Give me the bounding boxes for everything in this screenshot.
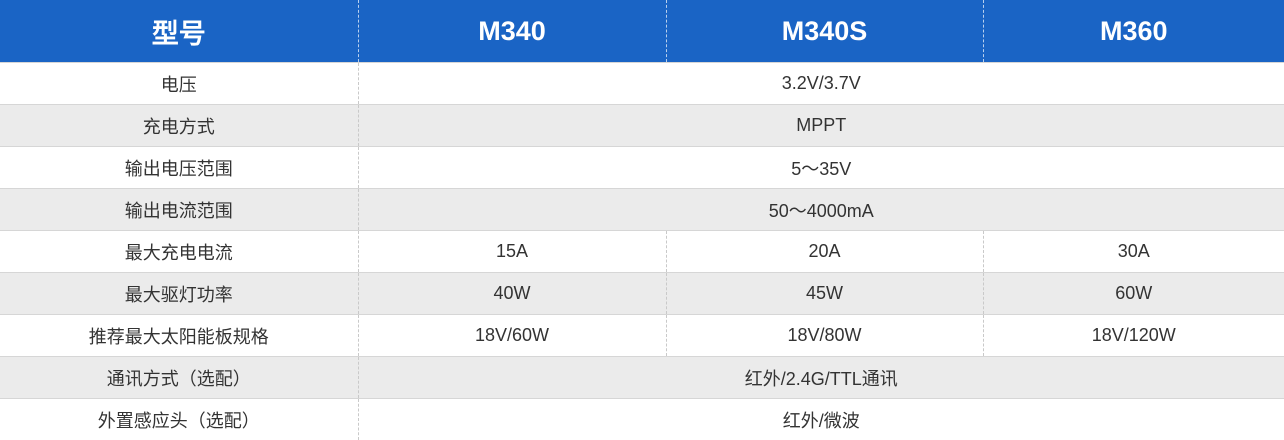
table-row: 输出电流范围 50～4000mA [0, 189, 1284, 231]
row-value-m340: 40W [358, 273, 666, 315]
table-row: 输出电压范围 5～35V [0, 147, 1284, 189]
row-value-m340s: 20A [666, 231, 983, 273]
row-value-m340s: 45W [666, 273, 983, 315]
table-row: 通讯方式（选配） 红外/2.4G/TTL通讯 [0, 357, 1284, 399]
table-row: 电压 3.2V/3.7V [0, 63, 1284, 105]
table-row: 充电方式 MPPT [0, 105, 1284, 147]
table-row: 推荐最大太阳能板规格 18V/60W 18V/80W 18V/120W [0, 315, 1284, 357]
row-label: 通讯方式（选配） [0, 357, 358, 399]
row-value: 3.2V/3.7V [358, 63, 1284, 105]
row-value-m340: 15A [358, 231, 666, 273]
row-value-m340: 18V/60W [358, 315, 666, 357]
row-label: 推荐最大太阳能板规格 [0, 315, 358, 357]
table-row: 最大驱灯功率 40W 45W 60W [0, 273, 1284, 315]
row-label: 输出电流范围 [0, 189, 358, 231]
header-model-m360: M360 [983, 0, 1284, 63]
row-value: 红外/2.4G/TTL通讯 [358, 357, 1284, 399]
row-value-m360: 30A [983, 231, 1284, 273]
header-model-m340: M340 [358, 0, 666, 63]
row-label: 最大充电电流 [0, 231, 358, 273]
row-value: MPPT [358, 105, 1284, 147]
header-row: 型号 M340 M340S M360 [0, 0, 1284, 63]
row-value-m340s: 18V/80W [666, 315, 983, 357]
row-label: 电压 [0, 63, 358, 105]
row-value-m360: 18V/120W [983, 315, 1284, 357]
row-value: 50～4000mA [358, 189, 1284, 231]
row-label: 最大驱灯功率 [0, 273, 358, 315]
table-row: 最大充电电流 15A 20A 30A [0, 231, 1284, 273]
header-model-m340s: M340S [666, 0, 983, 63]
row-label: 充电方式 [0, 105, 358, 147]
header-label-cell: 型号 [0, 0, 358, 63]
row-label: 输出电压范围 [0, 147, 358, 189]
row-value-m360: 60W [983, 273, 1284, 315]
row-value: 5～35V [358, 147, 1284, 189]
table-body: 电压 3.2V/3.7V 充电方式 MPPT 输出电压范围 5～35V 输出电流… [0, 63, 1284, 440]
table-header: 型号 M340 M340S M360 [0, 0, 1284, 63]
